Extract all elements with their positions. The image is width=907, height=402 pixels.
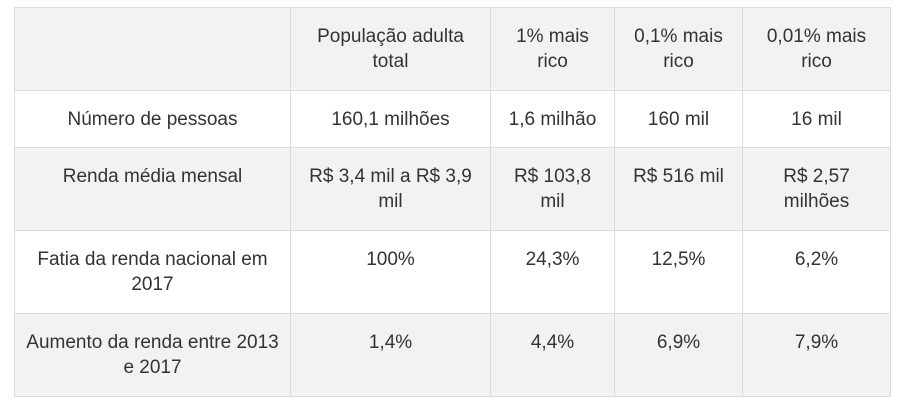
- table-row: Aumento da renda entre 2013 e 2017 1,4% …: [14, 313, 891, 397]
- row-label: Fatia da renda nacional em 2017: [14, 230, 291, 314]
- table-cell: 12,5%: [614, 230, 743, 314]
- table-cell: R$ 3,4 mil a R$ 3,9 mil: [290, 147, 491, 231]
- table-row: Renda média mensal R$ 3,4 mil a R$ 3,9 m…: [14, 147, 891, 231]
- table-cell: 16 mil: [742, 90, 891, 148]
- header-cell-adult-population: População adulta total: [290, 7, 491, 91]
- table-cell: 6,2%: [742, 230, 891, 314]
- table-cell: 1,4%: [290, 313, 491, 397]
- table-row: Número de pessoas 160,1 milhões 1,6 milh…: [14, 90, 891, 148]
- table-cell: 4,4%: [490, 313, 615, 397]
- table-cell: 1,6 milhão: [490, 90, 615, 148]
- table-cell: 7,9%: [742, 313, 891, 397]
- table-cell: 100%: [290, 230, 491, 314]
- header-cell-empty: [14, 7, 291, 91]
- income-table-container: População adulta total 1% mais rico 0,1%…: [14, 7, 891, 397]
- table-cell: R$ 103,8 mil: [490, 147, 615, 231]
- table-cell: 24,3%: [490, 230, 615, 314]
- income-table: População adulta total 1% mais rico 0,1%…: [14, 7, 891, 397]
- table-row: Fatia da renda nacional em 2017 100% 24,…: [14, 230, 891, 314]
- row-label: Número de pessoas: [14, 90, 291, 148]
- header-cell-top-1pct: 1% mais rico: [490, 7, 615, 91]
- row-label: Aumento da renda entre 2013 e 2017: [14, 313, 291, 397]
- table-cell: 160 mil: [614, 90, 743, 148]
- header-cell-top-0-1pct: 0,1% mais rico: [614, 7, 743, 91]
- table-cell: R$ 2,57 milhões: [742, 147, 891, 231]
- table-cell: 6,9%: [614, 313, 743, 397]
- header-cell-top-0-01pct: 0,01% mais rico: [742, 7, 891, 91]
- table-header-row: População adulta total 1% mais rico 0,1%…: [14, 7, 891, 91]
- table-cell: R$ 516 mil: [614, 147, 743, 231]
- row-label: Renda média mensal: [14, 147, 291, 231]
- table-cell: 160,1 milhões: [290, 90, 491, 148]
